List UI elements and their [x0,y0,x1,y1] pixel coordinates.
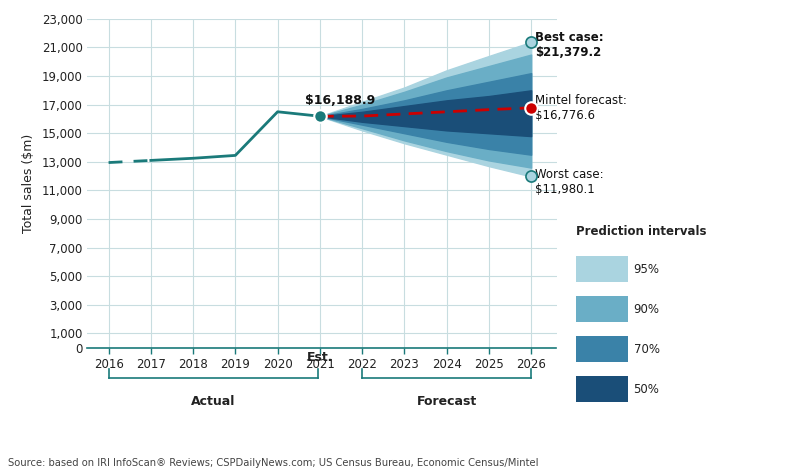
Text: $16,188.9: $16,188.9 [305,94,375,107]
Text: Prediction intervals: Prediction intervals [576,225,707,238]
Text: 70%: 70% [634,343,660,356]
Text: Est.: Est. [307,351,333,364]
Text: Mintel forecast:
$16,776.6: Mintel forecast: $16,776.6 [535,94,627,122]
Text: 50%: 50% [634,383,660,396]
Text: 95%: 95% [634,263,660,276]
Text: Best case:
$21,379.2: Best case: $21,379.2 [535,31,604,59]
Text: Forecast: Forecast [417,395,477,408]
Text: Source: based on IRI InfoScan® Reviews; CSPDailyNews.com; US Census Bureau, Econ: Source: based on IRI InfoScan® Reviews; … [8,458,538,468]
Text: Worst case:
$11,980.1: Worst case: $11,980.1 [535,168,604,196]
Y-axis label: Total sales ($m): Total sales ($m) [21,133,35,233]
Text: 90%: 90% [634,303,660,316]
Text: Actual: Actual [191,395,235,408]
